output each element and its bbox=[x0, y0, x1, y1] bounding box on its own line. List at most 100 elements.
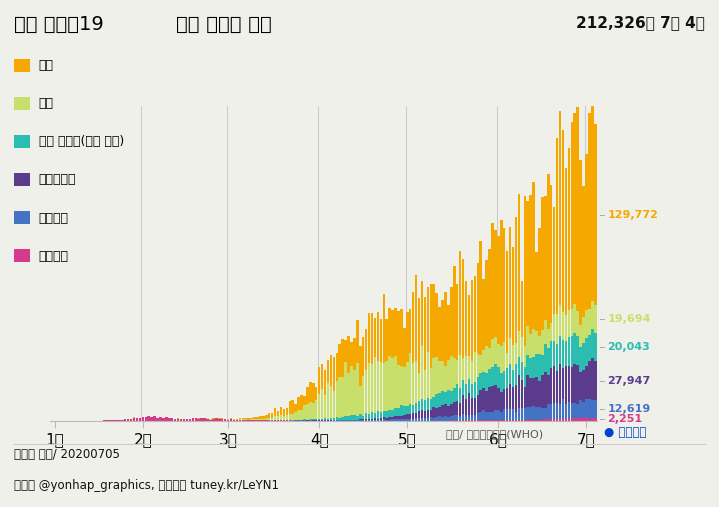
Bar bbox=[521, 281, 523, 337]
Bar bbox=[377, 361, 379, 411]
Bar bbox=[368, 414, 370, 419]
Bar bbox=[523, 346, 526, 368]
Bar bbox=[585, 418, 587, 421]
Bar bbox=[477, 413, 479, 420]
Bar bbox=[474, 276, 476, 352]
Bar bbox=[439, 416, 441, 420]
Bar bbox=[474, 352, 476, 382]
Bar bbox=[580, 325, 582, 347]
Bar bbox=[482, 278, 485, 350]
Bar bbox=[544, 196, 546, 320]
Bar bbox=[285, 408, 288, 415]
Bar bbox=[291, 400, 294, 414]
Bar bbox=[301, 410, 303, 420]
Bar bbox=[529, 407, 532, 419]
Bar bbox=[567, 402, 570, 418]
Bar bbox=[383, 363, 385, 411]
Bar bbox=[550, 341, 552, 368]
Bar bbox=[582, 417, 585, 421]
Bar bbox=[488, 369, 491, 387]
Bar bbox=[412, 413, 414, 419]
Bar bbox=[344, 340, 347, 362]
Bar bbox=[488, 412, 491, 420]
Bar bbox=[426, 352, 429, 399]
Bar bbox=[450, 286, 452, 356]
Bar bbox=[130, 419, 132, 421]
Bar bbox=[535, 252, 538, 331]
Bar bbox=[206, 419, 209, 421]
Bar bbox=[462, 395, 464, 414]
Bar bbox=[500, 220, 503, 346]
Bar bbox=[512, 247, 514, 345]
Bar bbox=[577, 404, 579, 418]
Bar bbox=[374, 357, 376, 413]
Bar bbox=[418, 418, 421, 421]
Bar bbox=[383, 411, 385, 417]
Bar bbox=[306, 387, 308, 404]
Bar bbox=[515, 412, 517, 420]
Bar bbox=[556, 403, 559, 419]
Bar bbox=[456, 360, 459, 384]
Bar bbox=[526, 420, 529, 421]
Bar bbox=[329, 418, 332, 420]
Bar bbox=[412, 293, 414, 364]
Bar bbox=[298, 410, 300, 420]
Bar bbox=[474, 415, 476, 420]
Bar bbox=[400, 405, 403, 416]
Bar bbox=[539, 336, 541, 354]
Bar bbox=[191, 418, 194, 421]
Bar bbox=[239, 420, 241, 421]
Bar bbox=[539, 354, 541, 381]
Bar bbox=[588, 114, 591, 309]
Bar bbox=[409, 309, 411, 353]
Bar bbox=[447, 406, 449, 417]
Bar bbox=[388, 308, 391, 356]
Bar bbox=[462, 259, 464, 358]
Bar bbox=[253, 417, 256, 419]
Bar bbox=[477, 263, 479, 354]
Bar bbox=[521, 420, 523, 421]
Bar bbox=[165, 417, 168, 421]
Bar bbox=[544, 320, 546, 344]
Bar bbox=[459, 355, 462, 388]
Bar bbox=[562, 312, 564, 340]
Bar bbox=[188, 419, 191, 421]
Bar bbox=[521, 361, 523, 380]
Bar bbox=[315, 401, 318, 419]
Bar bbox=[350, 415, 353, 420]
Bar bbox=[400, 309, 403, 366]
Bar bbox=[436, 408, 438, 417]
Bar bbox=[580, 418, 582, 421]
Bar bbox=[226, 420, 229, 421]
Bar bbox=[577, 366, 579, 404]
Bar bbox=[459, 403, 462, 416]
Bar bbox=[544, 419, 546, 421]
Bar bbox=[462, 380, 464, 395]
Bar bbox=[574, 304, 576, 333]
Bar bbox=[230, 419, 232, 421]
Bar bbox=[482, 387, 485, 410]
Bar bbox=[515, 365, 517, 385]
Bar bbox=[253, 420, 256, 421]
Bar bbox=[374, 420, 376, 421]
Text: 트위터 @yonhap_graphics, 페이스북 tuney.kr/LeYN1: 트위터 @yonhap_graphics, 페이스북 tuney.kr/LeYN… bbox=[14, 479, 280, 492]
Bar bbox=[326, 360, 329, 383]
Bar bbox=[415, 360, 417, 403]
Bar bbox=[450, 391, 452, 404]
Bar bbox=[556, 344, 559, 371]
Bar bbox=[591, 418, 594, 421]
Bar bbox=[380, 418, 382, 420]
Bar bbox=[439, 408, 441, 416]
Bar bbox=[403, 406, 406, 415]
Bar bbox=[482, 410, 485, 420]
Bar bbox=[221, 419, 224, 421]
Bar bbox=[447, 390, 449, 406]
Bar bbox=[318, 394, 321, 419]
Bar bbox=[544, 372, 546, 408]
Bar bbox=[550, 404, 552, 419]
Bar bbox=[567, 337, 570, 366]
Bar bbox=[500, 420, 503, 421]
Bar bbox=[271, 418, 273, 420]
Bar bbox=[385, 418, 388, 420]
Bar bbox=[356, 320, 359, 364]
